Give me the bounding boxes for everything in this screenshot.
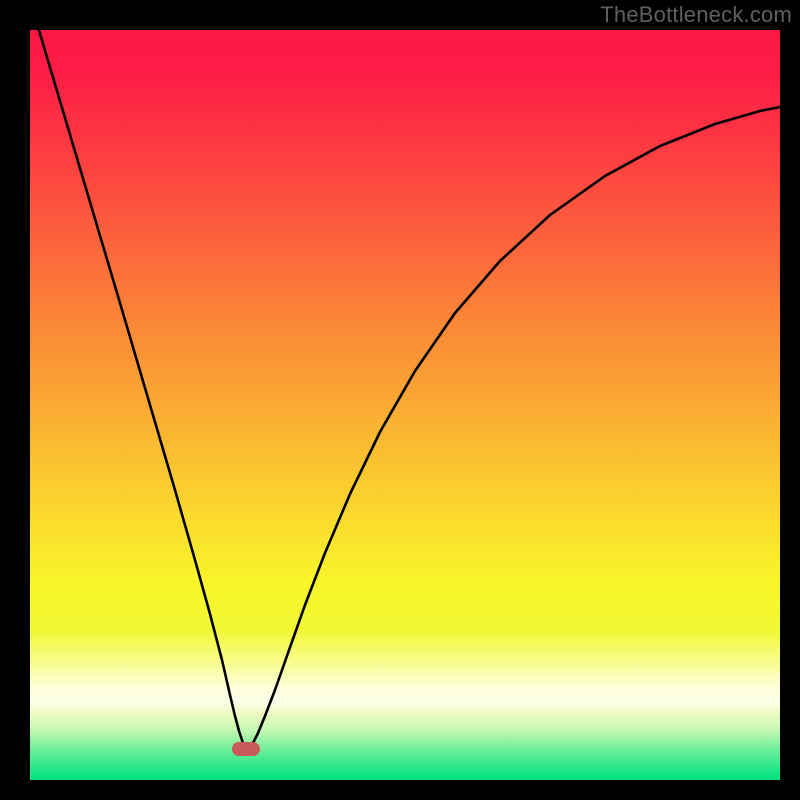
chart-frame: TheBottleneck.com (0, 0, 800, 800)
plot-area (30, 30, 780, 780)
bottleneck-curve (30, 30, 780, 780)
watermark-text: TheBottleneck.com (600, 2, 792, 28)
curve-minimum-marker (232, 742, 260, 756)
